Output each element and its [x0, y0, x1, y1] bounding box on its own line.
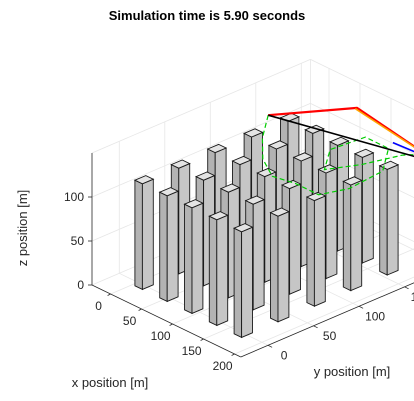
floor-gridline — [234, 276, 414, 355]
x-tick-label: 200 — [213, 359, 233, 373]
y-tick-label: 50 — [323, 329, 337, 343]
building-front-face — [270, 211, 279, 323]
building-side-face — [277, 210, 290, 323]
box-edge — [91, 59, 311, 154]
building — [133, 175, 155, 291]
y-tick-label: 100 — [365, 309, 385, 323]
x-tick-label: 50 — [123, 314, 137, 328]
x-tick-mark — [231, 353, 235, 356]
wall-gridline — [91, 103, 311, 198]
building-front-face — [233, 227, 243, 339]
building-side-face — [386, 164, 399, 276]
building-roof — [329, 136, 350, 146]
z-tick-label: 100 — [64, 190, 84, 204]
building — [269, 207, 290, 323]
building-side-face — [166, 190, 179, 303]
building-front-face — [159, 191, 168, 303]
trajectory-line — [354, 108, 414, 148]
building-side-face — [361, 152, 374, 264]
building-roof — [269, 207, 290, 217]
y-tick-mark — [313, 325, 318, 329]
building-roof — [256, 167, 277, 178]
wall-gridline — [310, 103, 414, 154]
y-tick-mark — [404, 286, 409, 290]
trajectory-line — [392, 141, 414, 153]
building-front-face — [306, 196, 315, 307]
y-axis-line — [240, 282, 414, 358]
building-roof — [243, 128, 264, 138]
y-axis-label: y position [m] — [314, 364, 391, 379]
building-roof — [231, 155, 252, 166]
building-front-face — [134, 179, 143, 291]
x-tick-label: 0 — [95, 299, 102, 313]
building-roof — [133, 175, 155, 185]
building-roof — [233, 223, 254, 233]
building-roof — [183, 199, 204, 209]
building-roof — [378, 160, 400, 170]
building-side-face — [252, 198, 265, 311]
building-side-face — [289, 183, 301, 295]
y-tick-label: 150 — [411, 290, 414, 304]
building-roof — [219, 183, 241, 193]
building-roof — [292, 152, 314, 162]
y-tick-label: 0 — [281, 348, 288, 362]
tick-layer: 050100150200050100150200050100 — [64, 153, 414, 373]
box-edge — [310, 59, 414, 110]
x-axis-label: x position [m] — [72, 375, 149, 390]
building — [305, 191, 327, 307]
building-roof — [342, 176, 363, 186]
building — [158, 187, 180, 303]
building-front-face — [208, 215, 218, 327]
x-tick-mark — [169, 323, 173, 326]
z-tick-label: 0 — [77, 278, 84, 292]
planned-path-line — [261, 115, 414, 196]
building-side-face — [313, 195, 326, 307]
trajectory-line — [268, 106, 414, 148]
scene-layer — [133, 106, 414, 339]
building-front-face — [379, 165, 388, 276]
building-side-face — [216, 214, 229, 327]
building-side-face — [241, 226, 253, 339]
x-tick-mark — [138, 308, 142, 311]
x-tick-label: 100 — [151, 329, 171, 343]
building-side-face — [325, 167, 338, 280]
y-tick-mark — [358, 305, 364, 309]
building-front-face — [342, 180, 352, 292]
building — [378, 160, 400, 276]
x-axis-line — [91, 284, 241, 358]
building — [233, 223, 254, 339]
building-side-face — [141, 178, 154, 291]
building-side-face — [191, 202, 204, 315]
building-roof — [317, 164, 338, 174]
building-side-face — [350, 179, 363, 292]
building-roof — [208, 211, 229, 221]
y-tick-mark — [267, 344, 273, 348]
building-roof — [195, 171, 216, 181]
building-roof — [244, 195, 266, 205]
x-tick-mark — [107, 293, 111, 296]
z-axis-label: z position [m] — [15, 190, 30, 267]
trajectory-line — [267, 114, 414, 158]
z-tick-label: 50 — [71, 234, 85, 248]
building-roof — [304, 124, 325, 134]
building-roof — [158, 187, 180, 197]
building-roof — [170, 159, 191, 169]
x-tick-mark — [200, 338, 204, 341]
x-tick-label: 150 — [182, 344, 202, 358]
building — [183, 199, 204, 315]
building-front-face — [184, 203, 193, 315]
chart-title: Simulation time is 5.90 seconds — [109, 8, 306, 23]
building-roof — [206, 143, 228, 154]
building-roof — [353, 148, 375, 158]
building-roof — [267, 140, 289, 150]
building — [342, 176, 363, 292]
building — [208, 211, 229, 327]
